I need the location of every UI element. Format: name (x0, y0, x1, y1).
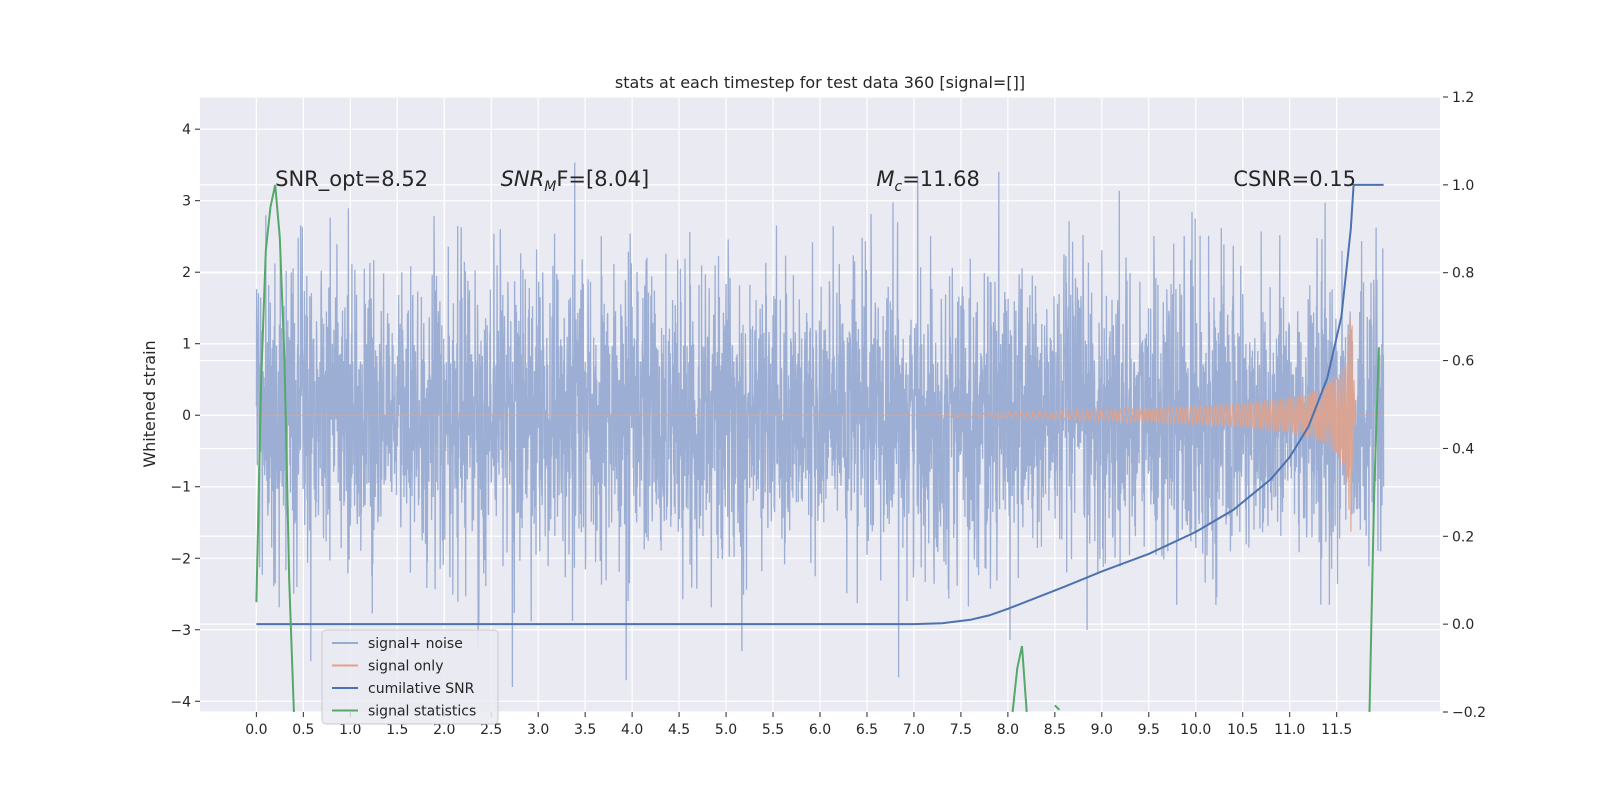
y-axis-label: Whitened strain (140, 340, 159, 467)
y-tick-label: 0 (182, 408, 191, 424)
x-tick-label: 3.0 (527, 722, 549, 738)
y2-tick-label: 0.0 (1452, 617, 1474, 633)
y2-tick-label: 0.6 (1452, 354, 1474, 370)
y2-tick-label: 0.2 (1452, 529, 1474, 545)
x-tick-label: 4.5 (668, 722, 690, 738)
y-tick-label: 4 (182, 122, 191, 138)
y-tick-label: 3 (182, 194, 191, 210)
series-signal-only (256, 318, 1384, 532)
x-tick-label: 7.5 (950, 722, 972, 738)
series-signal-statistics (255, 184, 295, 712)
y2-tick-label: −0.2 (1452, 705, 1486, 721)
y-tick-label: 1 (182, 337, 191, 353)
x-tick-label: 2.0 (433, 722, 455, 738)
series-cumulative-snr (256, 183, 1384, 626)
annotations: SNR_opt=8.52 SNRMF=[8.04] Mc=11.68 CSNR=0.1… (275, 167, 1356, 195)
series-layer (255, 162, 1385, 712)
x-tick-label: 1.5 (386, 722, 408, 738)
y2-tick-label: 0.8 (1452, 266, 1474, 282)
chart-title: stats at each timestep for test data 360… (615, 73, 1025, 92)
y-tick-label: 2 (182, 265, 191, 281)
x-tick-label: 5.0 (715, 722, 737, 738)
y-tick-label: −4 (170, 694, 191, 710)
x-tick-label: 8.5 (1044, 722, 1066, 738)
y2-tick-label: 0.4 (1452, 441, 1474, 457)
x-tick-label: 8.0 (997, 722, 1019, 738)
annotation: SNR_opt=8.52 (275, 167, 428, 192)
y2-tick-label: 1.2 (1452, 90, 1474, 106)
x-tick-label: 10.5 (1227, 722, 1258, 738)
legend: signal+ noise signal only cumilative SNR si… (321, 629, 499, 725)
y-tick-label: −1 (170, 480, 191, 496)
x-tick-label: 2.5 (480, 722, 502, 738)
x-tick-label: 9.0 (1091, 722, 1113, 738)
axes: 0.0 0.5 1.0 1.5 2.0 2.5 3.0 3.5 4.0 4.5 5.0 5.5 6.0 6… (170, 90, 1486, 738)
legend-entry: signal statistics (368, 704, 476, 720)
series-signal-statistics (1011, 645, 1028, 712)
legend-entry: cumilative SNR (368, 681, 475, 697)
series-signal-noise (255, 162, 1385, 688)
x-tick-label: 10.0 (1180, 722, 1211, 738)
annotation: CSNR=0.15 (1233, 167, 1356, 191)
y2-tick-label: 1.0 (1452, 178, 1474, 194)
x-tick-label: 6.0 (809, 722, 831, 738)
series-signal-statistics (1054, 704, 1061, 711)
x-tick-label: 5.5 (762, 722, 784, 738)
x-tick-label: 1.0 (339, 722, 361, 738)
legend-entry: signal+ noise (368, 636, 463, 652)
legend-box (321, 629, 499, 725)
x-tick-label: 0.0 (245, 722, 267, 738)
y-tick-label: −3 (170, 623, 191, 639)
x-tick-label: 11.5 (1321, 722, 1352, 738)
x-tick-label: 9.5 (1138, 722, 1160, 738)
x-tick-label: 6.5 (856, 722, 878, 738)
y-tick-label: −2 (170, 551, 191, 567)
x-tick-label: 11.0 (1274, 722, 1305, 738)
series-signal-statistics (1368, 347, 1380, 712)
legend-entry: signal only (368, 659, 443, 675)
annotation: Mc=11.68 (876, 167, 980, 195)
x-tick-label: 0.5 (292, 722, 314, 738)
x-tick-label: 4.0 (621, 722, 643, 738)
x-tick-label: 3.5 (574, 722, 596, 738)
annotation: SNRMF=[8.04] (501, 167, 650, 195)
x-tick-label: 7.0 (903, 722, 925, 738)
